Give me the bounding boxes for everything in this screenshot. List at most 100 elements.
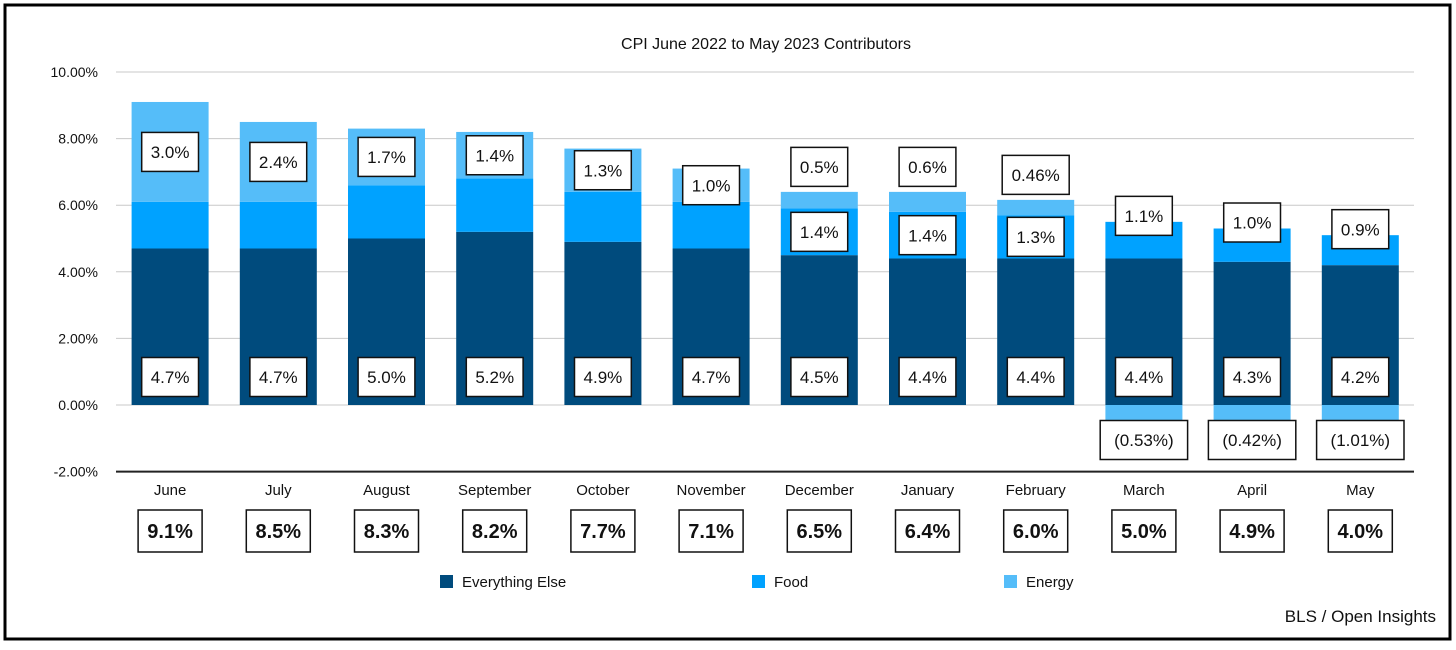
label-food-box [1006,216,1065,258]
label-everything-else: 4.4% [1016,368,1055,387]
label-everything-else: 4.4% [908,368,947,387]
total-cpi-label: 7.7% [580,521,626,543]
label-everything-else-box [1006,356,1065,398]
label-energy: (1.01%) [1331,431,1391,450]
total-cpi-label: 7.1% [688,521,734,543]
x-tick-label: July [265,482,292,499]
label-everything-else-box [1331,356,1390,398]
label-food: 1.3% [1016,228,1055,247]
label-everything-else-box [357,356,416,398]
label-energy: 1.4% [475,146,514,165]
label-energy: 1.3% [584,161,623,180]
x-tick-label: October [576,482,629,499]
total-cpi-label-box [245,509,312,553]
source-credit: BLS / Open Insights [1285,607,1436,626]
total-cpi-label: 8.5% [256,521,302,543]
x-tick-label: December [785,482,854,499]
chart-title: CPI June 2022 to May 2023 Contributors [621,36,911,53]
bar-food [672,201,750,249]
label-everything-else-box [465,356,524,398]
label-energy: (0.53%) [1114,431,1174,450]
x-tick-label: November [676,482,745,499]
label-everything-else-box [790,356,849,398]
label-food-box [1222,202,1282,243]
x-tick-label: September [458,482,531,499]
label-food: 1.4% [908,226,947,245]
x-tick-label: February [1006,482,1067,499]
legend-swatch [752,575,765,588]
x-tick-label: May [1346,482,1375,499]
total-cpi-label: 4.0% [1338,521,1384,543]
bar-food [239,201,317,249]
label-energy: 3.0% [151,143,190,162]
label-everything-else: 4.2% [1341,368,1380,387]
label-everything-else-box [140,356,200,398]
label-energy-box [898,146,957,188]
label-energy-box [681,164,741,206]
y-tick-label: 8.00% [58,131,98,147]
legend-swatch [1004,575,1017,588]
label-energy-box [1315,419,1405,461]
label-everything-else-box [573,356,633,398]
bar-energy [1105,405,1183,421]
total-cpi-label-box [1002,509,1069,553]
total-cpi-label-box [1111,509,1177,553]
label-food-box [1331,208,1390,250]
total-cpi-label-box [353,509,420,553]
label-energy-box [249,141,308,183]
x-tick-label: April [1237,482,1267,499]
label-energy-box [1099,419,1189,461]
bar-food [348,185,425,239]
label-everything-else-box [1222,356,1282,398]
label-everything-else: 5.0% [367,368,406,387]
label-everything-else: 4.4% [1125,368,1164,387]
label-everything-else: 4.5% [800,368,839,387]
label-energy: 0.46% [1012,166,1060,185]
x-tick-label: August [363,482,411,499]
label-food: 0.9% [1341,220,1380,239]
bar-energy [889,191,966,212]
label-everything-else: 4.3% [1233,368,1272,387]
bar-energy [1213,405,1291,421]
label-everything-else-box [249,356,308,398]
label-energy-box [357,136,416,178]
x-tick-label: March [1123,482,1165,499]
label-everything-else: 4.7% [151,368,190,387]
total-cpi-label-box [786,509,853,553]
legend-label: Everything Else [462,574,566,591]
total-cpi-label: 9.1% [147,521,193,543]
total-cpi-label: 8.3% [364,521,410,543]
label-energy-box [790,146,849,188]
label-food: 1.4% [800,223,839,242]
label-everything-else-box [681,356,741,398]
y-tick-label: 4.00% [58,264,98,280]
label-everything-else-box [1114,356,1174,398]
y-tick-label: -2.00% [54,464,98,480]
label-food: 1.0% [1233,214,1272,233]
label-everything-else: 4.9% [584,368,623,387]
label-energy-box [1207,419,1297,461]
x-tick-label: January [901,482,955,499]
legend-label: Energy [1026,574,1074,591]
total-cpi-label: 4.9% [1229,521,1275,543]
label-everything-else: 4.7% [692,368,731,387]
label-energy: (0.42%) [1222,431,1282,450]
legend-swatch [440,575,453,588]
total-cpi-label: 5.0% [1121,521,1167,543]
y-tick-label: 2.00% [58,330,98,346]
label-food-box [1114,195,1174,237]
total-cpi-label-box [1327,509,1394,553]
x-tick-label: June [154,482,187,499]
label-energy-box [465,135,524,176]
bar-energy [780,191,858,209]
label-food-box [790,211,849,253]
label-energy: 1.7% [367,148,406,167]
label-energy: 1.0% [692,176,731,195]
label-everything-else: 5.2% [475,368,514,387]
total-cpi-label: 6.5% [797,521,843,543]
total-cpi-label-box [1219,509,1285,553]
label-energy-box [573,149,633,191]
label-energy: 0.5% [800,158,839,177]
label-food: 1.1% [1125,207,1164,226]
y-tick-label: 10.00% [51,64,98,80]
